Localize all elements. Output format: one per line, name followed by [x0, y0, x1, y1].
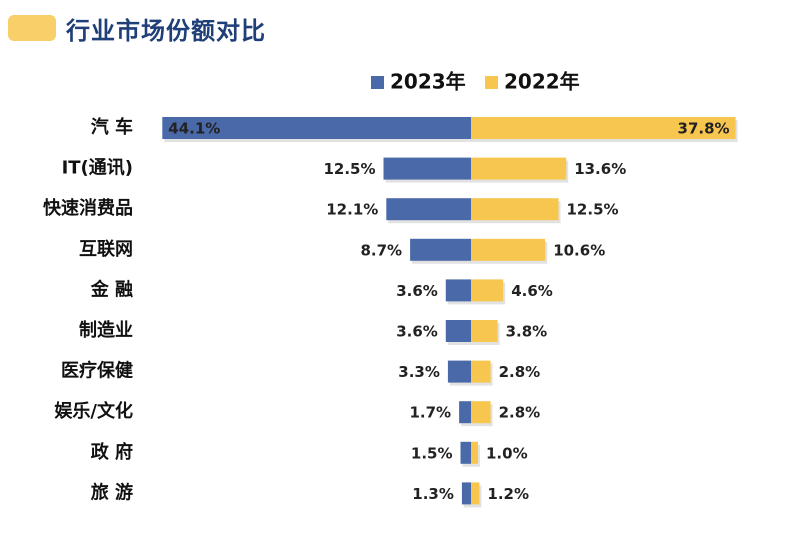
bar-2022: [471, 482, 480, 505]
page-title: 行业市场份额对比: [66, 16, 266, 45]
bar-2022: [471, 401, 491, 424]
bar-2023: [459, 401, 471, 424]
bar-2022: [471, 441, 478, 464]
data-label-2022: 13.6%: [574, 160, 626, 178]
bar-2022: [471, 117, 736, 139]
data-label-2022: 2.8%: [499, 363, 541, 381]
data-label-2022: 2.8%: [499, 404, 541, 422]
category-label: 制造业: [79, 319, 133, 341]
bar-2023: [386, 198, 471, 221]
category-label: 医疗保健: [61, 360, 133, 382]
data-label-2022: 37.8%: [678, 120, 730, 138]
data-label-2022: 12.5%: [567, 201, 619, 219]
category-label: IT(通讯): [62, 158, 133, 179]
data-label-2022: 4.6%: [511, 282, 553, 300]
data-label-2023: 3.3%: [398, 363, 440, 381]
data-label-2022: 3.8%: [506, 323, 548, 341]
bar-2023: [383, 157, 471, 180]
legend-label-2022: 2022年: [504, 70, 580, 94]
bar-2022: [471, 279, 504, 302]
category-label: 旅 游: [91, 481, 133, 503]
bar-2023: [447, 360, 471, 383]
legend-swatch-2022: [485, 76, 498, 89]
bar-2023: [445, 320, 471, 342]
chart-header: 行业市场份额对比: [8, 8, 266, 48]
bar-2023: [162, 117, 472, 139]
data-label-2023: 44.1%: [168, 120, 220, 138]
category-label: 互联网: [79, 239, 133, 260]
data-label-2023: 12.1%: [326, 201, 378, 219]
data-label-2023: 1.3%: [412, 485, 454, 503]
header-accent-pill: [8, 15, 56, 41]
bar-2023: [410, 238, 471, 261]
legend-swatch-2023: [371, 76, 384, 89]
bar-2023: [445, 279, 471, 302]
category-label: 政 府: [91, 441, 133, 463]
data-label-2023: 1.7%: [409, 404, 451, 422]
bar-2023: [460, 441, 471, 464]
legend-label-2023: 2023年: [390, 70, 466, 94]
category-label: 汽 车: [91, 116, 133, 138]
category-label: 金 融: [90, 278, 133, 300]
category-label: 快速消费品: [43, 197, 133, 219]
data-label-2023: 8.7%: [360, 241, 402, 259]
bar-2022: [471, 320, 498, 342]
data-label-2022: 1.0%: [486, 444, 528, 462]
bar-2022: [471, 360, 491, 383]
data-label-2023: 1.5%: [411, 444, 453, 462]
data-label-2022: 10.6%: [553, 241, 605, 259]
data-label-2023: 3.6%: [396, 323, 438, 341]
bar-2022: [471, 238, 546, 261]
data-label-2023: 12.5%: [323, 160, 375, 178]
bar-2022: [471, 157, 567, 180]
bar-2022: [471, 198, 559, 221]
bar-2023: [461, 482, 471, 505]
data-label-2023: 3.6%: [396, 282, 438, 300]
category-label: 娱乐/文化: [54, 400, 133, 422]
data-label-2022: 1.2%: [487, 485, 529, 503]
